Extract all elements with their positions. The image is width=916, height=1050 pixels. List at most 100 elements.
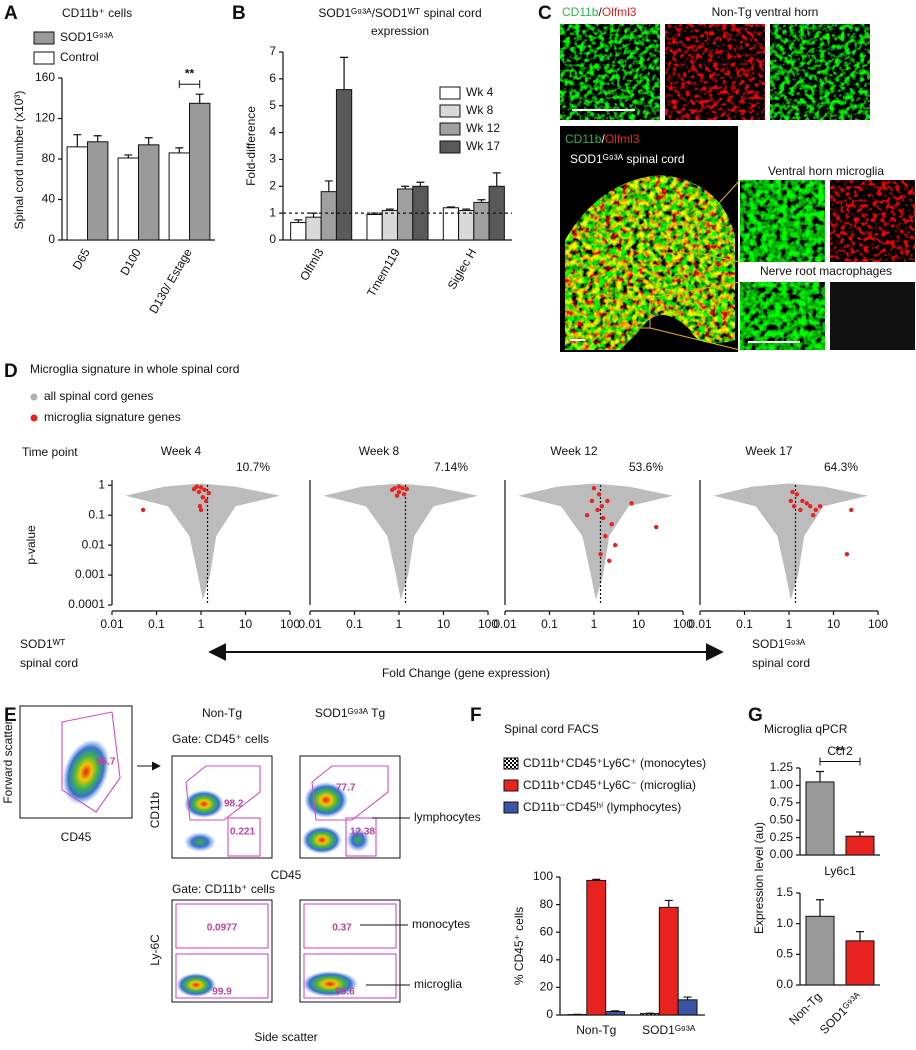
gate bbox=[303, 903, 397, 949]
flow-density bbox=[302, 971, 358, 997]
bar bbox=[87, 141, 109, 241]
stain-green: CD11b bbox=[565, 132, 602, 146]
flow-density bbox=[62, 739, 110, 805]
error-bar bbox=[340, 56, 349, 90]
row-label: Time point bbox=[22, 445, 78, 459]
y-tick-label: 1.25 bbox=[770, 760, 794, 774]
stain-label: CD11b/Olfml3 bbox=[562, 5, 637, 19]
bar bbox=[397, 188, 414, 241]
x-tick-label: 0.1 bbox=[346, 617, 363, 631]
legend-swatch bbox=[503, 779, 519, 792]
error-bar bbox=[477, 199, 486, 203]
x-tick-label: 0.01 bbox=[298, 617, 322, 631]
point bbox=[629, 501, 634, 506]
roi-box bbox=[619, 297, 651, 329]
point bbox=[206, 490, 212, 496]
point bbox=[396, 484, 402, 489]
y-tick-label: 40 bbox=[42, 192, 56, 206]
stain-slash: / bbox=[598, 5, 602, 19]
point bbox=[605, 498, 610, 504]
panel-label: F bbox=[470, 705, 482, 726]
x-tick-label: 0.01 bbox=[100, 617, 124, 631]
axis-label: Ly-6C bbox=[148, 934, 162, 966]
significance-label: ** bbox=[185, 66, 195, 80]
y-tick-label: 2 bbox=[269, 178, 276, 192]
y-tick-label: 1.5 bbox=[776, 885, 793, 899]
error-bar bbox=[664, 899, 673, 908]
gate bbox=[311, 765, 389, 821]
y-tick-label: 0 bbox=[48, 232, 55, 246]
y-tick-label: 40 bbox=[540, 952, 554, 966]
point bbox=[591, 485, 597, 491]
roi-line bbox=[649, 281, 741, 299]
x-tick-label: SOD1ᴳ⁹³ᴬ bbox=[817, 989, 865, 1037]
gate bbox=[345, 817, 377, 857]
chart-title: Week 8 bbox=[359, 444, 400, 458]
y-tick-label: 5 bbox=[269, 98, 276, 112]
error-bar bbox=[294, 219, 303, 223]
error-bar bbox=[816, 770, 824, 782]
x-tick-label: 100 bbox=[868, 617, 888, 631]
image-green bbox=[740, 282, 825, 350]
x-tick-label: 10 bbox=[239, 617, 253, 631]
x-tick-label: 100 bbox=[673, 617, 693, 631]
point bbox=[396, 489, 402, 495]
point bbox=[804, 501, 809, 506]
roi-box bbox=[666, 224, 700, 254]
error-bar bbox=[93, 135, 102, 142]
gate-value: 0.37 bbox=[332, 923, 352, 934]
image-red bbox=[830, 282, 915, 350]
error-bar bbox=[309, 212, 318, 218]
x-tick-label: 10 bbox=[437, 617, 451, 631]
y-tick-label: 0.75 bbox=[770, 795, 794, 809]
axis-label: CD45 bbox=[61, 830, 92, 844]
stain-label: CD11b/Olfml3 bbox=[565, 132, 640, 146]
significance-label: ** bbox=[835, 744, 845, 758]
flow-density bbox=[184, 790, 224, 818]
error-bar bbox=[446, 206, 455, 208]
x-tick-label: Siglec H bbox=[445, 246, 479, 292]
bar bbox=[586, 879, 607, 1016]
point bbox=[202, 487, 207, 493]
bar bbox=[320, 191, 337, 241]
image-green bbox=[740, 180, 825, 262]
panel-label: A bbox=[4, 3, 18, 24]
bar bbox=[605, 1011, 626, 1016]
percent-label: 7.14% bbox=[434, 460, 468, 474]
x-tick-label: Tmem119 bbox=[364, 246, 403, 299]
y-tick-label: 160 bbox=[35, 70, 55, 84]
legend-swatch bbox=[30, 414, 38, 422]
point bbox=[794, 492, 800, 497]
point bbox=[197, 503, 203, 509]
y-tick-label: 100 bbox=[533, 869, 553, 883]
bar bbox=[290, 222, 307, 241]
x-tick-label: SOD1ᴳ⁹³ᴬ bbox=[642, 1023, 696, 1037]
legend-label: CD11b⁻CD45ʰⁱ (lymphocytes) bbox=[523, 800, 681, 814]
y-tick-label: 0.00 bbox=[770, 847, 794, 861]
point bbox=[196, 489, 202, 495]
column-title: Non-Tg bbox=[202, 706, 242, 720]
point bbox=[394, 493, 400, 498]
legend-label: Wk 4 bbox=[466, 85, 494, 99]
point bbox=[607, 558, 612, 563]
chart-title: Spinal cord FACS bbox=[504, 722, 599, 736]
legend-label: Control bbox=[60, 50, 99, 64]
x-tick-label: Olfml3 bbox=[297, 246, 327, 283]
legend-swatch bbox=[439, 140, 461, 154]
y-tick-label: 0.25 bbox=[770, 830, 794, 844]
flow-density bbox=[176, 973, 216, 997]
image-title: SOD1ᴳ⁹³ᴬ spinal cord bbox=[570, 152, 685, 166]
point bbox=[788, 498, 794, 504]
point bbox=[404, 486, 410, 492]
panel-label: G bbox=[748, 705, 763, 726]
x-tick-label: D130/ Estage bbox=[146, 246, 195, 316]
point bbox=[584, 513, 590, 518]
y-tick-label: 4 bbox=[269, 125, 276, 139]
bar bbox=[66, 146, 88, 241]
gate-title: Gate: CD45⁺ cells bbox=[172, 732, 269, 746]
point bbox=[790, 489, 795, 495]
y-tick-label: 0.1 bbox=[88, 507, 105, 521]
y-tick-label: 1 bbox=[98, 477, 105, 491]
error-bar bbox=[195, 93, 204, 104]
